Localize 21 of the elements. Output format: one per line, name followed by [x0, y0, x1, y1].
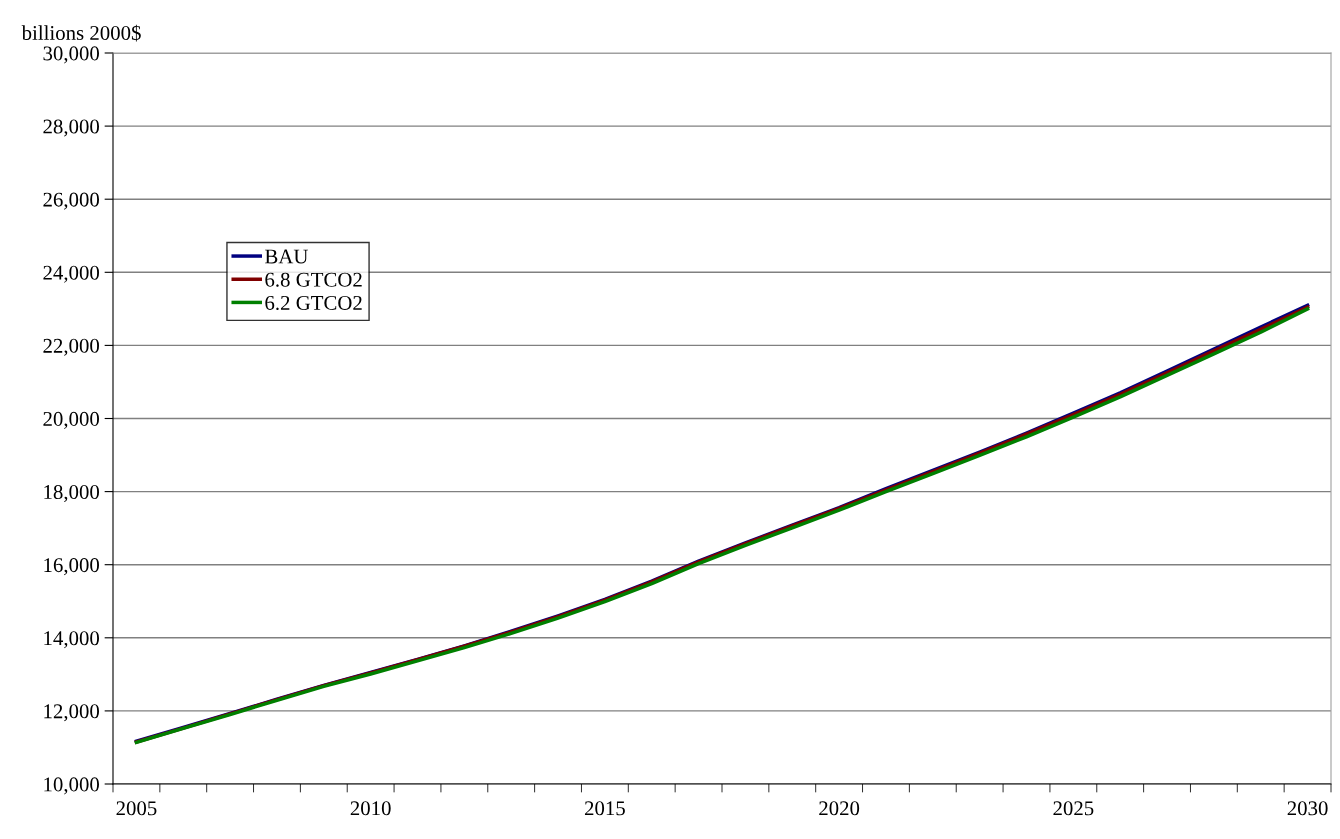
legend-label: 6.8 GTCO2 — [265, 272, 362, 287]
y-tick-label: 14,000 — [44, 631, 100, 649]
y-tick-label: 28,000 — [43, 119, 100, 137]
y-tick-label: 30,000 — [43, 46, 100, 64]
x-tick-label: 2020 — [819, 801, 860, 816]
y-tick-label: 12,000 — [44, 704, 100, 722]
legend-label: 6.2 GTCO2 — [265, 295, 362, 311]
y-tick-label: 24,000 — [43, 265, 100, 283]
x-tick-label: 2005 — [116, 801, 157, 816]
x-tick-label: 2015 — [584, 801, 625, 816]
x-tick-label: 2010 — [350, 801, 391, 816]
y-tick-label: 20,000 — [43, 411, 100, 429]
y-tick-label: 16,000 — [44, 558, 100, 576]
y-tick-label: 10,000 — [44, 777, 100, 795]
legend-label: BAU — [265, 249, 308, 264]
y-axis-title: billions 2000$ — [21, 24, 141, 42]
y-tick-label: 22,000 — [43, 338, 100, 356]
x-tick-label: 2030 — [1287, 801, 1328, 816]
x-tick-label: 2025 — [1053, 801, 1094, 816]
y-tick-label: 18,000 — [44, 484, 100, 503]
y-tick-label: 26,000 — [43, 192, 100, 210]
